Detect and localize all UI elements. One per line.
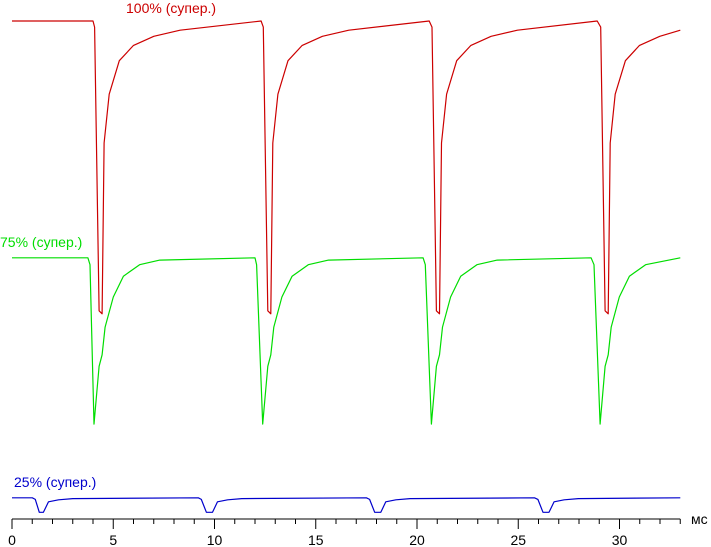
series-layer <box>12 20 681 513</box>
trace-series-1 <box>12 20 681 315</box>
x-tick-label: 0 <box>8 532 16 547</box>
x-tick-label: 5 <box>109 532 117 547</box>
x-axis-unit: мс <box>691 511 708 527</box>
trace-series-2 <box>12 257 681 425</box>
x-tick-label: 25 <box>510 532 526 547</box>
series-label-75: 75% (супер.) <box>0 234 82 250</box>
series-label-100: 100% (супер.) <box>126 0 216 16</box>
x-tick-label: 30 <box>612 532 628 547</box>
x-tick-label: 15 <box>308 532 324 547</box>
trace-series-3 <box>12 497 681 513</box>
series-labels: 100% (супер.) 75% (супер.) 25% (супер.) <box>0 0 216 490</box>
x-axis: 0 5 10 15 20 25 30 мс <box>8 511 708 547</box>
series-label-25: 25% (супер.) <box>14 474 96 490</box>
x-tick-label: 20 <box>409 532 425 547</box>
x-axis-ticks: 0 5 10 15 20 25 30 <box>8 519 681 547</box>
x-tick-label: 10 <box>207 532 223 547</box>
